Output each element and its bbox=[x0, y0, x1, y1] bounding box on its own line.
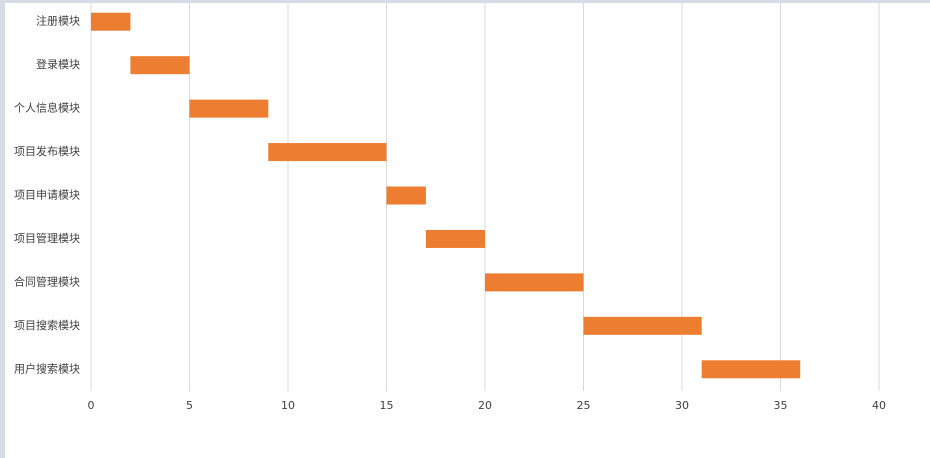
y-tick-label: 项目搜索模块 bbox=[14, 318, 80, 332]
bar-segment bbox=[91, 230, 426, 248]
bar-segment bbox=[386, 186, 426, 205]
y-tick-label: 登录模块 bbox=[36, 57, 80, 71]
bar-segment bbox=[91, 360, 702, 378]
bar-segment bbox=[91, 187, 387, 205]
bar-segment bbox=[91, 273, 485, 291]
bar-segment bbox=[91, 143, 268, 161]
y-tick-label: 合同管理模块 bbox=[14, 274, 80, 288]
x-tick-label: 15 bbox=[380, 399, 394, 412]
bar-segment bbox=[130, 56, 190, 75]
x-tick-label: 35 bbox=[774, 399, 788, 412]
bar-segment bbox=[268, 143, 387, 162]
x-tick-label: 10 bbox=[281, 399, 295, 412]
x-tick-label: 5 bbox=[186, 399, 193, 412]
y-tick-label: 注册模块 bbox=[36, 14, 80, 28]
bar-segment bbox=[425, 229, 485, 248]
y-tick-label: 用户搜索模块 bbox=[14, 361, 80, 375]
x-tick-label: 30 bbox=[675, 399, 689, 412]
bar-segment bbox=[91, 100, 190, 118]
bar-segment bbox=[701, 360, 801, 379]
y-tick-label: 项目发布模块 bbox=[14, 144, 80, 158]
bar-segment bbox=[91, 12, 131, 31]
x-tick-label: 40 bbox=[872, 399, 886, 412]
bar-segment bbox=[189, 99, 269, 118]
bar-segment bbox=[91, 317, 584, 335]
y-tick-label: 项目管理模块 bbox=[14, 231, 80, 245]
bar-segment bbox=[485, 273, 584, 292]
x-tick-label: 20 bbox=[478, 399, 492, 412]
bar-segment bbox=[91, 56, 130, 74]
x-tick-label: 0 bbox=[88, 399, 95, 412]
y-tick-label: 项目申请模块 bbox=[14, 189, 80, 202]
x-tick-label: 25 bbox=[577, 399, 591, 412]
bar-segment bbox=[583, 316, 702, 335]
y-tick-label: 个人信息模块 bbox=[14, 101, 80, 115]
